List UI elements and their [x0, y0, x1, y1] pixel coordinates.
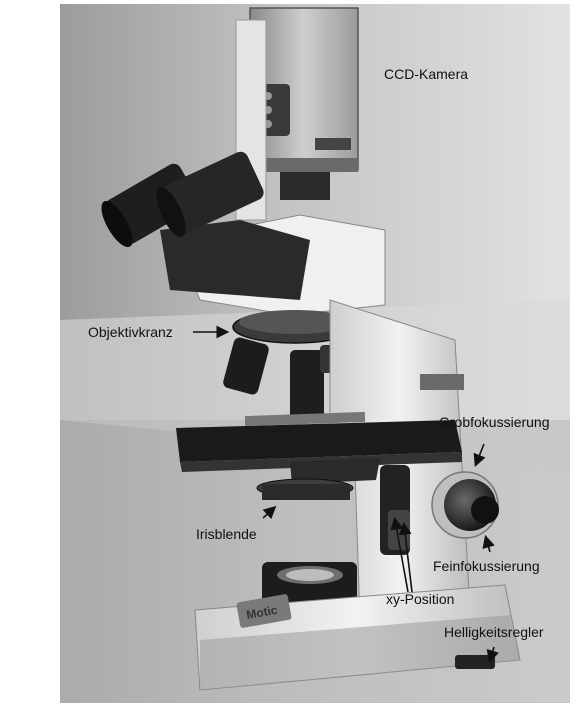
- brightness-slider: [455, 655, 495, 669]
- condenser: [257, 479, 353, 500]
- model-plate: [420, 374, 464, 390]
- label-xy-position: xy-Position: [386, 591, 454, 607]
- label-coarse-focus: Grobfokussierung: [439, 414, 550, 430]
- label-brightness-control: Helligkeitsregler: [444, 624, 544, 640]
- label-ccd-camera: CCD-Kamera: [384, 66, 468, 82]
- label-iris-diaphragm: Irisblende: [196, 526, 257, 542]
- label-objective-turret: Objektivkranz: [88, 324, 173, 340]
- label-fine-focus: Feinfokussierung: [433, 558, 540, 574]
- focus-knobs: [432, 472, 499, 538]
